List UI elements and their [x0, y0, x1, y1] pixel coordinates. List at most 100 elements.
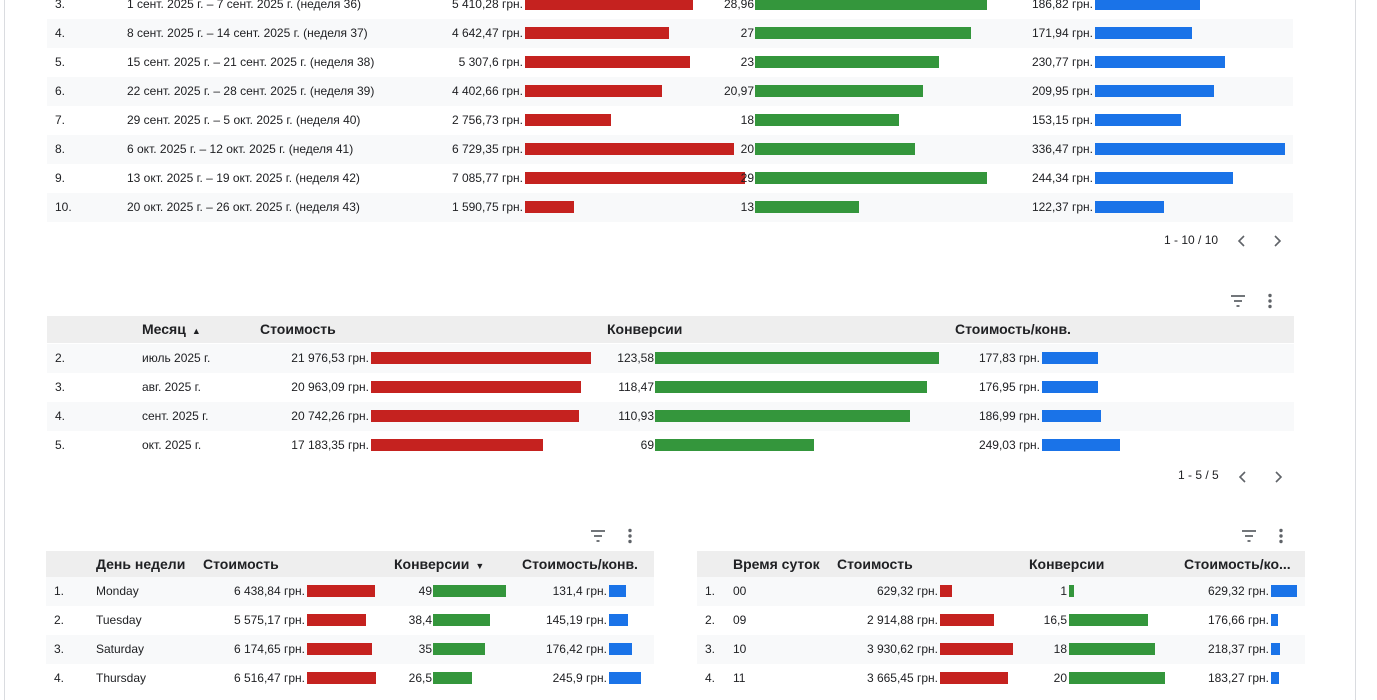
conversions-bar: [1069, 672, 1165, 684]
cost-bar: [525, 56, 690, 68]
table-row[interactable]: 3. 1 сент. 2025 г. – 7 сент. 2025 г. (нед…: [47, 0, 1293, 19]
cost-bar: [307, 672, 376, 684]
cost-column-header[interactable]: Стоимость: [260, 321, 336, 337]
cpa-bar: [609, 672, 641, 684]
more-vert-icon: [1268, 293, 1272, 309]
cpa-bar: [609, 614, 628, 626]
cost-value: 6 174,65 грн.: [233, 642, 305, 656]
weekly-prev-page-button[interactable]: [1234, 233, 1250, 249]
table-row[interactable]: 2. июль 2025 г. 21 976,53 грн. 123,58 177,83…: [47, 344, 1294, 373]
conversions-column-header[interactable]: Конверсии: [1029, 556, 1105, 572]
filter-icon: [1231, 295, 1245, 307]
cost-bar: [307, 585, 375, 597]
conversions-value: 123,58: [617, 351, 654, 365]
row-label: сент. 2025 г.: [142, 409, 209, 423]
cost-value: 4 402,66 грн.: [451, 84, 523, 98]
conversions-value: 29: [740, 171, 754, 185]
row-index: 3.: [55, 380, 66, 394]
table-row[interactable]: 9. 13 окт. 2025 г. – 19 окт. 2025 г. (нед…: [47, 164, 1293, 193]
cost-bar: [307, 614, 366, 626]
row-label: 15 сент. 2025 г. – 21 сент. 2025 г. (нед…: [127, 55, 375, 69]
row-label: 10: [733, 642, 747, 656]
row-label: 20 окт. 2025 г. – 26 окт. 2025 г. (недел…: [127, 200, 360, 214]
cpa-bar: [1042, 410, 1101, 422]
cpa-value: 122,37 грн.: [1031, 200, 1093, 214]
weekly-pager-text: 1 - 10 / 10: [1164, 233, 1219, 247]
conversions-column-header[interactable]: Конверсии: [607, 321, 683, 337]
table-row[interactable]: 7. 29 сент. 2025 г. – 5 окт. 2025 г. (нед…: [47, 106, 1293, 135]
month-column-header[interactable]: Месяц ▲: [142, 321, 201, 337]
cost-value: 20 963,09 грн.: [291, 380, 369, 394]
table-row[interactable]: 10. 20 окт. 2025 г. – 26 окт. 2025 г. (не…: [47, 193, 1293, 222]
row-index: 4.: [55, 26, 66, 40]
cpa-column-header[interactable]: Стоимость/конв.: [522, 556, 638, 572]
conversions-column-header[interactable]: Конверсии ▼: [394, 556, 485, 572]
cost-column-header[interactable]: Стоимость: [203, 556, 279, 572]
table-row[interactable]: 2. Tuesday 5 575,17 грн. 38,4 145,19 грн.: [46, 606, 654, 635]
table-row[interactable]: 2. 09 2 914,88 грн. 16,5 176,66 грн.: [697, 606, 1305, 635]
cost-bar: [525, 114, 611, 126]
conversions-value: 49: [418, 584, 432, 598]
row-label: 29 сент. 2025 г. – 5 окт. 2025 г. (недел…: [127, 113, 361, 127]
conversions-bar: [433, 585, 506, 597]
cpa-bar: [1042, 352, 1098, 364]
cost-bar: [525, 0, 693, 10]
weekday-column-header[interactable]: День недели: [96, 556, 186, 572]
table-row[interactable]: 1. 00 629,32 грн. 1 629,32 грн.: [697, 577, 1305, 606]
hour-column-header[interactable]: Время суток: [733, 556, 820, 572]
cpa-value: 131,4 грн.: [552, 584, 607, 598]
cost-bar: [525, 27, 669, 39]
monthly-more-button[interactable]: [1260, 291, 1280, 311]
conversions-bar: [755, 0, 987, 10]
cpa-value: 336,47 грн.: [1031, 142, 1093, 156]
cost-value: 629,32 грн.: [876, 584, 938, 598]
weekly-next-page-button[interactable]: [1269, 233, 1285, 249]
monthly-prev-page-button[interactable]: [1235, 469, 1251, 485]
cpa-bar: [1271, 672, 1279, 684]
cost-value: 2 914,88 грн.: [866, 613, 938, 627]
table-row[interactable]: 4. Thursday 6 516,47 грн. 26,5 245,9 грн.: [46, 664, 654, 693]
table-row[interactable]: 3. 10 3 930,62 грн. 18 218,37 грн.: [697, 635, 1305, 664]
table-row[interactable]: 6. 22 сент. 2025 г. – 28 сент. 2025 г. (н…: [47, 77, 1293, 106]
cost-value: 3 665,45 грн.: [866, 671, 938, 685]
cpa-column-header[interactable]: Стоимость/ко...: [1184, 556, 1291, 572]
row-label: июль 2025 г.: [142, 351, 211, 365]
cpa-bar: [1095, 27, 1192, 39]
cpa-bar: [1095, 201, 1164, 213]
conversions-bar: [755, 172, 987, 184]
cpa-value: 176,42 грн.: [545, 642, 607, 656]
table-row[interactable]: 3. авг. 2025 г. 20 963,09 грн. 118,47 176,95…: [47, 373, 1294, 402]
weekday-filter-button[interactable]: [588, 526, 608, 546]
row-index: 4.: [55, 409, 66, 423]
filter-icon: [1242, 530, 1256, 542]
conversions-value: 69: [640, 438, 654, 452]
table-row[interactable]: 4. 8 сент. 2025 г. – 14 сент. 2025 г. (не…: [47, 19, 1293, 48]
row-label: 13 окт. 2025 г. – 19 окт. 2025 г. (недел…: [127, 171, 360, 185]
table-row[interactable]: 5. окт. 2025 г. 17 183,35 грн. 69 249,03 грн…: [47, 431, 1294, 460]
cost-column-header[interactable]: Стоимость: [837, 556, 913, 572]
monthly-filter-button[interactable]: [1228, 291, 1248, 311]
monthly-next-page-button[interactable]: [1270, 469, 1286, 485]
row-index: 2.: [705, 613, 716, 627]
conversions-value: 20,97: [723, 84, 754, 98]
cost-bar: [525, 85, 662, 97]
row-index: 9.: [55, 171, 66, 185]
table-row[interactable]: 4. сент. 2025 г. 20 742,26 грн. 110,93 186,9…: [47, 402, 1294, 431]
table-row[interactable]: 4. 11 3 665,45 грн. 20 183,27 грн.: [697, 664, 1305, 693]
table-row[interactable]: 5. 15 сент. 2025 г. – 21 сент. 2025 г. (н…: [47, 48, 1293, 77]
conversions-value: 26,5: [408, 671, 432, 685]
row-index: 4.: [54, 671, 65, 685]
weekday-more-button[interactable]: [620, 526, 640, 546]
conversions-bar: [433, 672, 472, 684]
cost-bar: [371, 439, 543, 451]
cpa-column-header[interactable]: Стоимость/конв.: [955, 321, 1071, 337]
table-row[interactable]: 8. 6 окт. 2025 г. – 12 окт. 2025 г. (неде…: [47, 135, 1293, 164]
cost-value: 5 307,6 грн.: [458, 55, 523, 69]
chevron-right-icon: [1274, 235, 1282, 247]
hour-filter-button[interactable]: [1239, 526, 1259, 546]
cpa-value: 183,27 грн.: [1207, 671, 1269, 685]
table-row[interactable]: 1. Monday 6 438,84 грн. 49 131,4 грн.: [46, 577, 654, 606]
table-row[interactable]: 3. Saturday 6 174,65 грн. 35 176,42 грн.: [46, 635, 654, 664]
hour-more-button[interactable]: [1271, 526, 1291, 546]
conversions-bar: [755, 114, 899, 126]
